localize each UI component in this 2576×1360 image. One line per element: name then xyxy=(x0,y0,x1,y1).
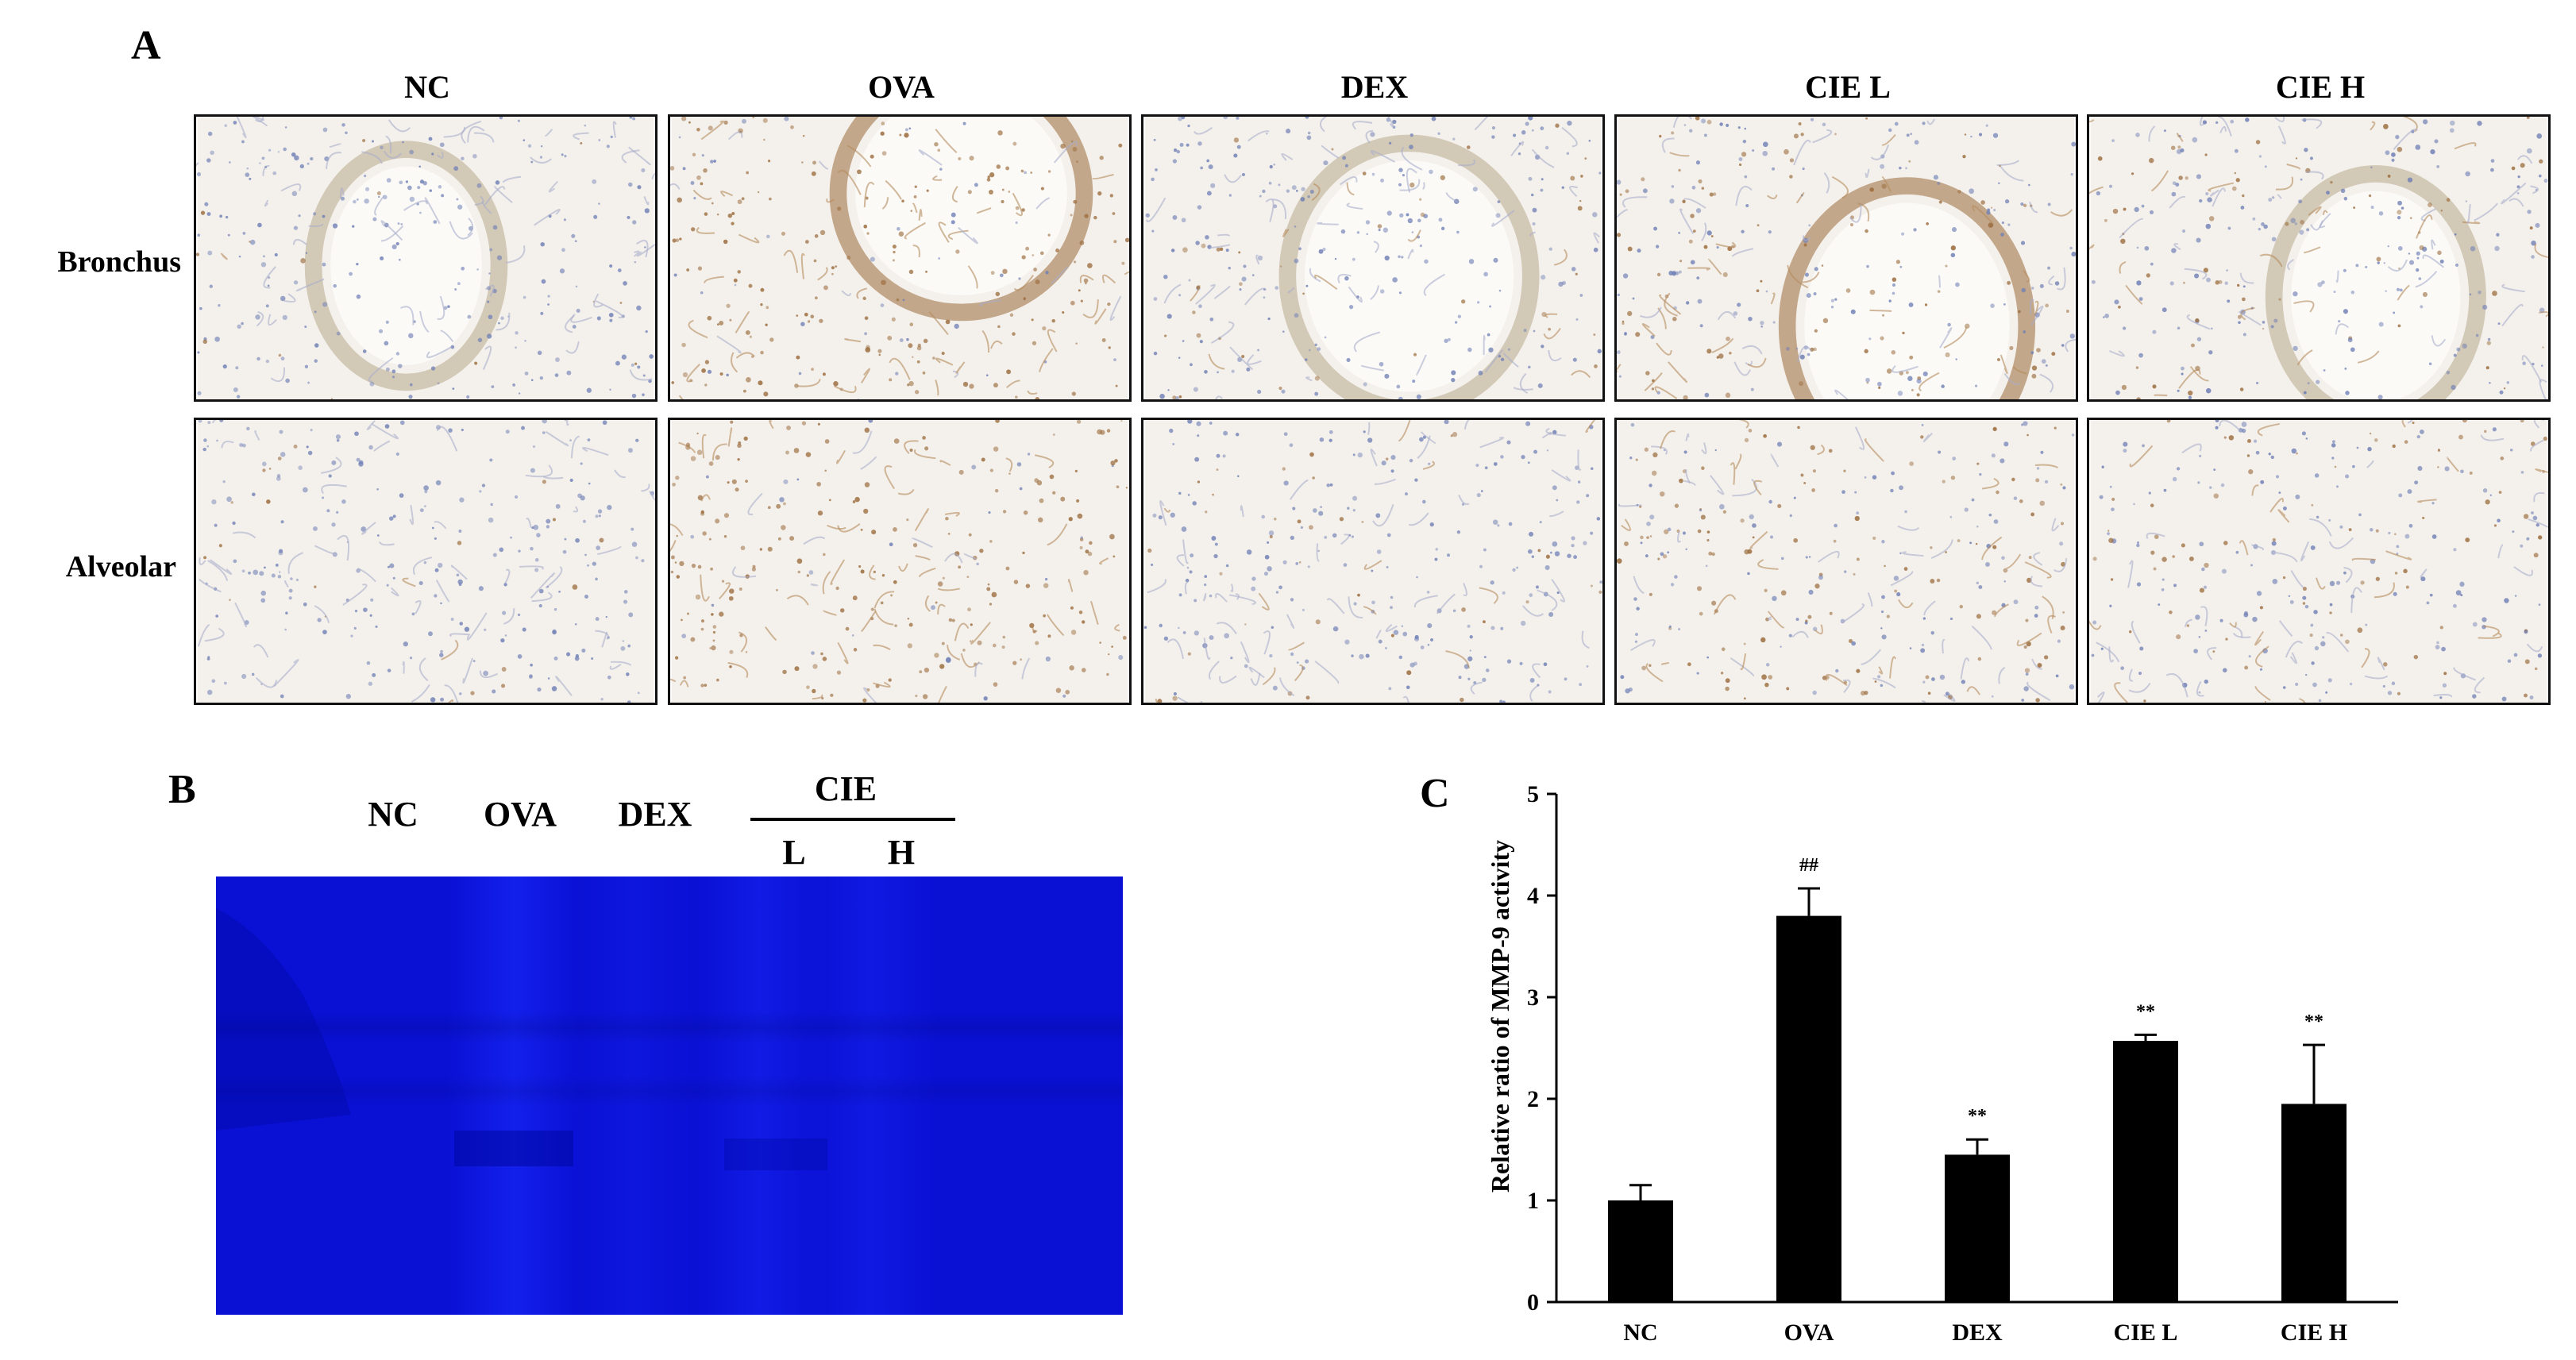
error-bar-ova xyxy=(1798,887,1820,916)
column-label-cie-l: CIE L xyxy=(1805,69,1891,105)
error-bar-cie-l xyxy=(2134,1033,2157,1042)
gel-lane-label-dex: DEX xyxy=(618,795,692,834)
error-bar-nc xyxy=(1629,1184,1652,1200)
y-tick-label: 1 xyxy=(1527,1188,1539,1214)
micrograph-bronchus-ova xyxy=(668,114,1132,402)
significance-annotation: ## xyxy=(1799,855,1818,876)
y-axis-label: Relative ratio of MMP-9 activity xyxy=(1486,840,1514,1192)
y-axis-ticks: 0 1 2 3 4 5 xyxy=(1527,781,1556,1316)
row-label-bronchus: Bronchus xyxy=(57,245,181,279)
bar-cie-h xyxy=(2281,1104,2347,1302)
micrograph-bronchus-nc xyxy=(194,114,657,402)
gel-group-bracket-line xyxy=(750,818,955,821)
panel-c-bar-chart: Relative ratio of MMP-9 activity 012345 … xyxy=(1486,781,2398,1346)
gel-sublane-label-h: H xyxy=(887,833,916,872)
gel-lane-label-ova: OVA xyxy=(483,795,557,834)
significance-annotation: ** xyxy=(1968,1106,1987,1127)
x-tick-label: OVA xyxy=(1784,1320,1834,1346)
micrograph-bronchus-cie-l xyxy=(1614,114,2078,402)
x-tick-label: CIE H xyxy=(2281,1320,2347,1346)
x-tick-label: NC xyxy=(1623,1320,1657,1346)
gel-group-label-cie: CIE xyxy=(814,769,877,808)
panel-a-letter: A xyxy=(131,23,161,68)
panel-b-letter: B xyxy=(168,767,196,812)
x-axis-tick-labels: NC OVA DEX CIE L CIE H xyxy=(1623,1320,2347,1346)
bar-cie-l xyxy=(2113,1041,2178,1302)
x-tick-label: CIE L xyxy=(2114,1320,2178,1346)
column-label-dex: DEX xyxy=(1340,69,1409,105)
y-tick-label: 3 xyxy=(1527,984,1539,1011)
gel-sublane-label-l: L xyxy=(782,833,806,872)
row-label-alveolar: Alveolar xyxy=(65,550,176,584)
y-tick-label: 2 xyxy=(1527,1086,1539,1112)
error-bar-dex xyxy=(1966,1138,1988,1155)
column-label-ova: OVA xyxy=(868,69,935,105)
y-tick-label: 4 xyxy=(1527,883,1539,909)
significance-annotation: ** xyxy=(2136,1001,2155,1022)
micrograph-bronchus-dex xyxy=(1141,114,1605,402)
significance-annotation: ** xyxy=(2304,1011,2323,1032)
bar-ova xyxy=(1776,915,1841,1302)
bar-dex xyxy=(1945,1154,2010,1302)
micrograph-bronchus-cie-h xyxy=(2087,114,2551,402)
micrograph-alveolar-nc xyxy=(194,418,657,705)
column-label-cie-h: CIE H xyxy=(2275,69,2366,105)
zymogram-gel-image xyxy=(216,876,1123,1315)
gel-lane-label-nc: NC xyxy=(368,795,418,834)
micrograph-alveolar-ova xyxy=(668,418,1132,705)
error-bar-cie-h xyxy=(2303,1043,2325,1104)
column-label-nc: NC xyxy=(404,69,450,105)
bar-series: ## ** ** ** xyxy=(1608,855,2347,1302)
micrograph-alveolar-cie-l xyxy=(1614,418,2078,705)
x-tick-label: DEX xyxy=(1952,1320,2003,1346)
y-tick-label: 0 xyxy=(1527,1289,1539,1316)
micrograph-alveolar-dex xyxy=(1141,418,1605,705)
panel-c-letter: C xyxy=(1420,771,1450,816)
bar-nc xyxy=(1608,1200,1673,1302)
y-tick-label: 5 xyxy=(1527,781,1539,807)
micrograph-alveolar-cie-h xyxy=(2087,418,2551,705)
